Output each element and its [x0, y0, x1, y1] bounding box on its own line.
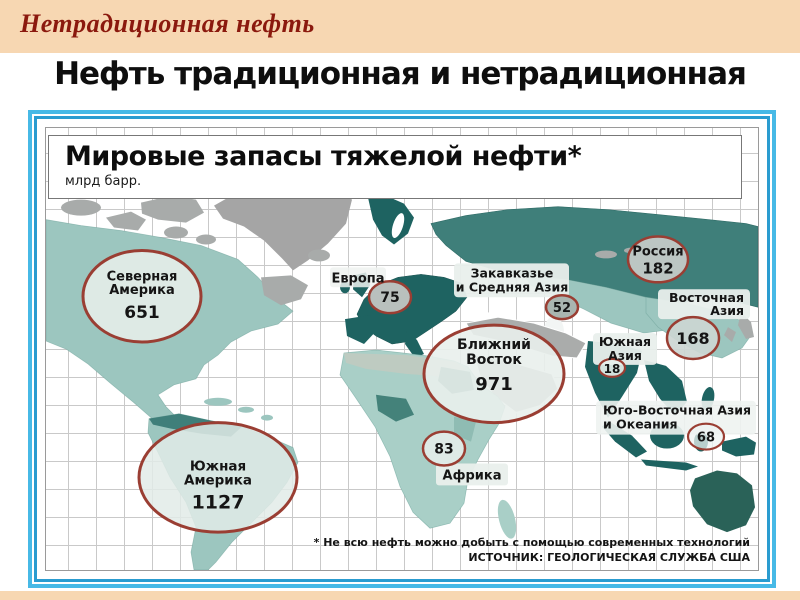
slide-header-band: Нетрадиционная нефть — [0, 0, 800, 53]
south-america-value: 1127 — [192, 491, 245, 513]
transcaucasia-label: Закавказье — [471, 265, 554, 280]
russia-label: Россия — [632, 244, 683, 259]
africa-label-box — [436, 463, 508, 486]
south-america-label: Южная — [190, 459, 246, 474]
svg-text:Америка: Америка — [184, 473, 252, 488]
bubble-africa — [421, 430, 467, 467]
map-subtitle: млрд барр. — [65, 174, 142, 189]
bubble-east-asia — [665, 315, 721, 361]
africa-label: Африка — [443, 468, 502, 483]
middle-east-value: 971 — [475, 374, 513, 395]
source-text: ИСТОЧНИК: ГЕОЛОГИЧЕСКАЯ СЛУЖБА США — [468, 550, 750, 564]
bottom-band — [0, 591, 800, 600]
svg-text:и Средняя Азия: и Средняя Азия — [456, 279, 569, 294]
europe-label-box — [330, 267, 386, 288]
south-asia-value: 18 — [604, 362, 621, 376]
svg-text:Восток: Восток — [466, 352, 522, 368]
bubble-south-asia — [597, 357, 627, 378]
bubble-europe — [367, 280, 413, 315]
transcaucasia-value: 52 — [553, 301, 571, 316]
east-asia-value: 168 — [676, 329, 709, 348]
region-transcaucasia-text: Закавказье и Средняя Азия 52 — [456, 265, 571, 316]
north-america-label: Северная — [107, 269, 178, 284]
svg-text:Азия: Азия — [608, 348, 642, 363]
transcaucasia-label-box — [454, 263, 569, 298]
map-footnote: * Не всю нефть можно добыть с помощью со… — [314, 536, 750, 565]
north-america-value: 651 — [124, 302, 159, 322]
region-middle-east-text: Ближний Восток 971 — [457, 337, 531, 395]
region-south-america-text: Южная Америка 1127 — [184, 459, 252, 513]
arctic-and-greenland — [61, 182, 352, 306]
bubble-southeast-asia — [686, 422, 726, 451]
bubble-middle-east — [422, 323, 566, 425]
africa-value: 83 — [434, 442, 453, 458]
svg-text:и Океания: и Океания — [603, 417, 678, 432]
south-asia-label-box — [593, 333, 657, 365]
world-map-svg: Северная Америка 651 Южная Америка 1127 … — [46, 182, 758, 570]
south-asia-label: Южная — [599, 334, 651, 349]
southeast-asia-label: Юго-Восточная Азия — [603, 403, 751, 418]
bubble-south-america — [137, 421, 299, 534]
continent-australia — [690, 470, 755, 533]
bubble-north-america — [81, 248, 203, 344]
region-southeast-asia-text: Юго-Восточная Азия и Океания 68 — [603, 403, 751, 446]
world-map: Северная Америка 651 Южная Америка 1127 … — [45, 127, 759, 571]
bubble-transcaucasia — [544, 293, 580, 321]
middle-east-label: Ближний — [457, 337, 531, 353]
region-europe-text: Европа 75 — [331, 271, 399, 306]
svg-text:Азия: Азия — [710, 303, 744, 318]
svg-text:Америка: Америка — [109, 283, 175, 298]
map-frame: Северная Америка 651 Южная Америка 1127 … — [28, 110, 776, 588]
russia-value: 182 — [642, 259, 673, 277]
region-africa-text: 83 Африка — [434, 442, 501, 484]
europe-value: 75 — [380, 290, 399, 306]
region-north-america-text: Северная Америка 651 — [107, 269, 178, 322]
east-asia-label-box — [658, 289, 750, 320]
region-east-asia-text: Восточная Азия 168 — [669, 290, 744, 348]
europe-label: Европа — [331, 271, 384, 286]
slide-heading: Нефть традиционная и нетрадиционная — [54, 56, 747, 92]
data-bubbles — [81, 235, 726, 534]
footnote-text: * Не всю нефть можно добыть с помощью со… — [313, 536, 750, 550]
slide-header-title: Нетрадиционная нефть — [20, 9, 315, 38]
bubble-russia — [626, 235, 690, 284]
region-south-asia-text: Южная Азия 18 — [599, 334, 651, 376]
map-title: Мировые запасы тяжелой нефти* — [65, 141, 582, 172]
map-title-box: Мировые запасы тяжелой нефти* млрд барр. — [48, 135, 742, 199]
southeast-asia-value: 68 — [697, 431, 715, 446]
east-asia-label: Восточная — [669, 290, 744, 305]
map-frame-inner: Северная Америка 651 Южная Америка 1127 … — [34, 116, 770, 582]
region-russia-text: Россия 182 — [632, 244, 683, 277]
